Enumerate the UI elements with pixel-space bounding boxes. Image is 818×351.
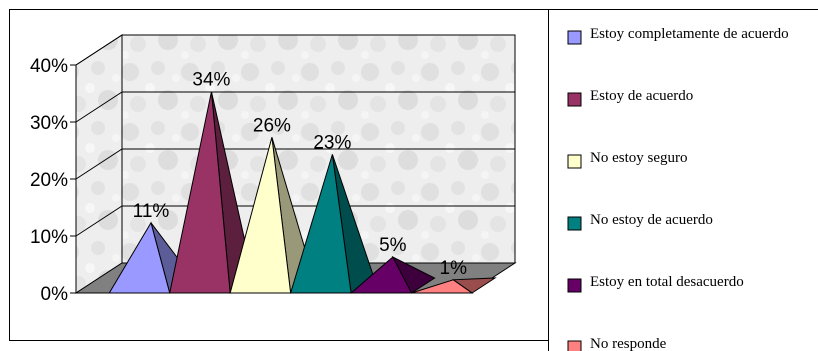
legend-label: No responde [590, 336, 667, 351]
pyramid-front [169, 91, 231, 294]
legend-label: Estoy en total desacuerdo [590, 274, 744, 290]
legend-label: Estoy completamente de acuerdo [590, 26, 789, 42]
y-tick-label: 40% [30, 56, 68, 77]
legend-swatch [567, 340, 582, 351]
y-tick-label: 30% [30, 113, 68, 134]
data-labels: 11% 34% 26% 23% 5% 1% [133, 70, 467, 279]
plot-area [74, 34, 517, 294]
gridline [75, 148, 515, 180]
legend-label: No estoy de acuerdo [590, 212, 713, 228]
value-axis: 0% 10% 20% 30% 40% [30, 56, 77, 305]
gridline [75, 205, 515, 237]
data-label: 26% [253, 115, 291, 136]
gridline [75, 91, 515, 123]
pyramid-front [289, 154, 352, 294]
data-label: 5% [379, 235, 407, 256]
legend-label: Estoy de acuerdo [590, 88, 693, 104]
data-label: 1% [440, 258, 468, 279]
data-label: 11% [133, 201, 170, 222]
legend: Estoy completamente de acuerdo Estoy de a… [567, 26, 789, 351]
data-label: 34% [192, 70, 230, 91]
pyramid-front [108, 221, 171, 294]
y-tick-label: 10% [30, 227, 68, 248]
legend-swatch [567, 92, 582, 107]
pyramid-front [349, 256, 413, 294]
legend-box [548, 9, 818, 351]
y-tick-label: 20% [30, 170, 68, 191]
legend-swatch [567, 154, 582, 169]
pyramid-front [411, 279, 474, 294]
legend-label: No estoy seguro [590, 150, 688, 166]
legend-swatch [567, 278, 582, 293]
legend-swatch [567, 216, 582, 231]
pyramid-front [229, 137, 292, 294]
gridline [75, 34, 515, 66]
y-tick-label: 0% [41, 284, 69, 305]
data-label: 23% [313, 132, 351, 153]
legend-swatch [567, 30, 582, 45]
